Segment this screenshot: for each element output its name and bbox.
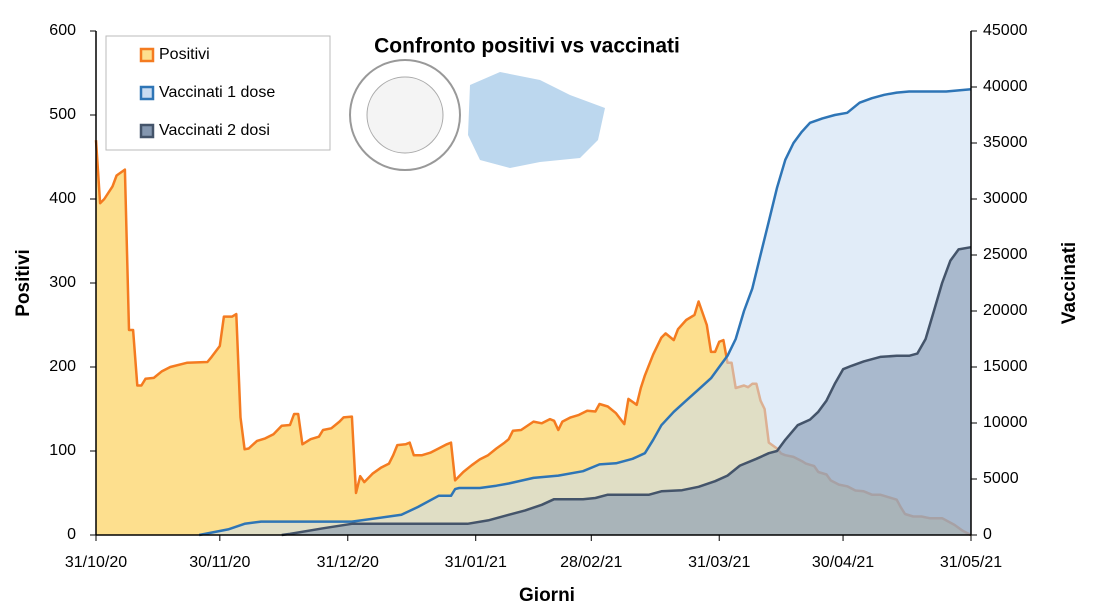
- line: [281, 245, 972, 537]
- x-tick-label: 30/04/21: [812, 554, 874, 571]
- y-tick-label: 400: [49, 190, 76, 207]
- y-tick-label: 200: [49, 358, 76, 375]
- x-tick-label: 30/11/20: [189, 554, 250, 571]
- legend-label: Vaccinati 1 dose: [159, 84, 275, 101]
- y-tick-label: 600: [49, 22, 76, 39]
- y2-tick-label: 45000: [983, 22, 1028, 39]
- x-axis-title: Giorni: [519, 585, 575, 606]
- y2-tick-label: 10000: [983, 414, 1028, 431]
- y2-tick-label: 30000: [983, 190, 1028, 207]
- y-tick-label: 0: [67, 526, 76, 543]
- area: [199, 89, 971, 535]
- legend-swatch: [139, 123, 155, 139]
- x-tick-label: 31/03/21: [688, 554, 750, 571]
- y2-tick-label: 15000: [983, 358, 1028, 375]
- y2-tick-label: 0: [983, 526, 992, 543]
- line: [198, 87, 972, 537]
- y2-tick-label: 25000: [983, 246, 1028, 263]
- x-tick-label: 31/10/20: [65, 554, 127, 571]
- area: [281, 247, 971, 535]
- y-tick-label: 100: [49, 442, 76, 459]
- x-tick-label: 31/12/20: [317, 554, 379, 571]
- y2-tick-label: 5000: [983, 470, 1019, 487]
- y-tick-label: 500: [49, 106, 76, 123]
- y-axis-title: Positivi: [13, 249, 34, 317]
- y2-tick-label: 35000: [983, 134, 1028, 151]
- plot-area: [94, 87, 972, 537]
- x-tick-label: 31/01/21: [445, 554, 507, 571]
- legend-label: Positivi: [159, 46, 210, 63]
- legend-swatch: [139, 47, 155, 63]
- x-tick-label: 28/02/21: [560, 554, 622, 571]
- chart-title: Confronto positivi vs vaccinati: [374, 35, 680, 58]
- y2-tick-label: 20000: [983, 302, 1028, 319]
- y-tick-label: 300: [49, 274, 76, 291]
- legend-label: Vaccinati 2 dosi: [159, 122, 270, 139]
- x-tick-label: 31/05/21: [940, 554, 1002, 571]
- y2-tick-label: 40000: [983, 78, 1028, 95]
- y2-axis-title: Vaccinati: [1059, 242, 1080, 324]
- legend-swatch: [139, 85, 155, 101]
- logo: [349, 59, 605, 171]
